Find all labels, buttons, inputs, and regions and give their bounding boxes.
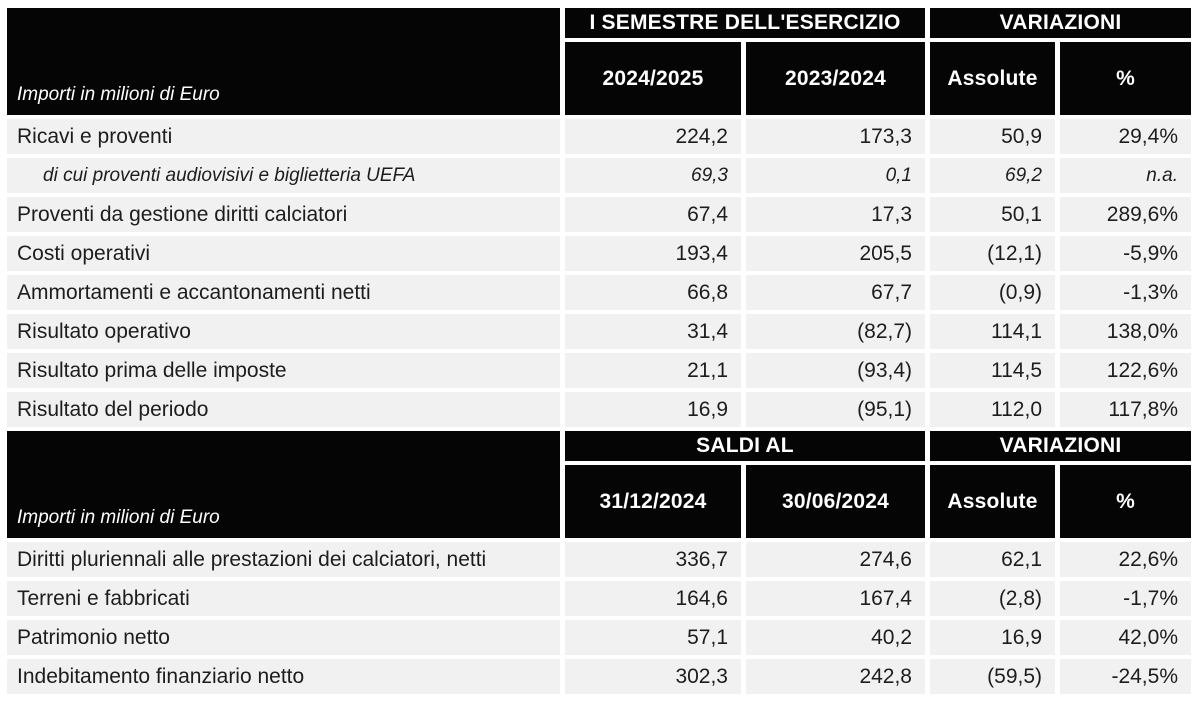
unit-label-cell-1: Importi in milioni di Euro bbox=[7, 8, 560, 115]
row-label: Risultato prima delle imposte bbox=[7, 353, 560, 388]
row-label: Risultato operativo bbox=[7, 314, 560, 349]
value-cell: 193,4 bbox=[565, 236, 741, 271]
col-header-percent-2: % bbox=[1060, 465, 1191, 538]
row-label: Proventi da gestione diritti calciatori bbox=[7, 197, 560, 232]
value-cell: 167,4 bbox=[746, 581, 925, 616]
value-cell: 274,6 bbox=[746, 542, 925, 577]
value-cell: 16,9 bbox=[565, 392, 741, 427]
value-cell: 242,8 bbox=[746, 659, 925, 694]
value-cell: (95,1) bbox=[746, 392, 925, 427]
value-cell: 69,3 bbox=[565, 158, 741, 193]
value-cell: n.a. bbox=[1060, 158, 1191, 193]
value-cell: 50,1 bbox=[930, 197, 1055, 232]
col-header-31-12-2024: 31/12/2024 bbox=[565, 465, 741, 538]
value-cell: 31,4 bbox=[565, 314, 741, 349]
col-header-2024-2025: 2024/2025 bbox=[565, 42, 741, 115]
value-cell: 67,4 bbox=[565, 197, 741, 232]
value-cell: 138,0% bbox=[1060, 314, 1191, 349]
value-cell: -1,7% bbox=[1060, 581, 1191, 616]
value-cell: -1,3% bbox=[1060, 275, 1191, 310]
value-cell: 117,8% bbox=[1060, 392, 1191, 427]
unit-label-1: Importi in milioni di Euro bbox=[17, 84, 220, 105]
value-cell: 164,6 bbox=[565, 581, 741, 616]
value-cell: 0,1 bbox=[746, 158, 925, 193]
col-header-30-06-2024: 30/06/2024 bbox=[746, 465, 925, 538]
value-cell: 66,8 bbox=[565, 275, 741, 310]
value-cell: 29,4% bbox=[1060, 119, 1191, 154]
value-cell: 122,6% bbox=[1060, 353, 1191, 388]
value-cell: -5,9% bbox=[1060, 236, 1191, 271]
value-cell: 62,1 bbox=[930, 542, 1055, 577]
value-cell: 40,2 bbox=[746, 620, 925, 655]
col-header-2023-2024: 2023/2024 bbox=[746, 42, 925, 115]
col-header-assolute-2: Assolute bbox=[930, 465, 1055, 538]
row-label: Terreni e fabbricati bbox=[7, 581, 560, 616]
value-cell: 17,3 bbox=[746, 197, 925, 232]
value-cell: 336,7 bbox=[565, 542, 741, 577]
row-label: Risultato del periodo bbox=[7, 392, 560, 427]
col-header-percent-1: % bbox=[1060, 42, 1191, 115]
financial-tables: Importi in milioni di Euro I SEMESTRE DE… bbox=[7, 8, 1191, 694]
value-cell: 302,3 bbox=[565, 659, 741, 694]
row-label: Ricavi e proventi bbox=[7, 119, 560, 154]
value-cell: (0,9) bbox=[930, 275, 1055, 310]
value-cell: (93,4) bbox=[746, 353, 925, 388]
value-cell: 114,1 bbox=[930, 314, 1055, 349]
value-cell: 42,0% bbox=[1060, 620, 1191, 655]
row-label: Ammortamenti e accantonamenti netti bbox=[7, 275, 560, 310]
value-cell: 50,9 bbox=[930, 119, 1055, 154]
value-cell: 57,1 bbox=[565, 620, 741, 655]
value-cell: 69,2 bbox=[930, 158, 1055, 193]
value-cell: 114,5 bbox=[930, 353, 1055, 388]
row-label: Indebitamento finanziario netto bbox=[7, 659, 560, 694]
value-cell: (12,1) bbox=[930, 236, 1055, 271]
value-cell: 112,0 bbox=[930, 392, 1055, 427]
group-header-variazioni-1: VARIAZIONI bbox=[930, 8, 1191, 38]
value-cell: 205,5 bbox=[746, 236, 925, 271]
value-cell: -24,5% bbox=[1060, 659, 1191, 694]
value-cell: 22,6% bbox=[1060, 542, 1191, 577]
value-cell: (59,5) bbox=[930, 659, 1055, 694]
col-header-assolute-1: Assolute bbox=[930, 42, 1055, 115]
value-cell: 21,1 bbox=[565, 353, 741, 388]
group-header-semester: I SEMESTRE DELL'ESERCIZIO bbox=[565, 8, 925, 38]
value-cell: (2,8) bbox=[930, 581, 1055, 616]
row-label: Patrimonio netto bbox=[7, 620, 560, 655]
unit-label-cell-2: Importi in milioni di Euro bbox=[7, 431, 560, 538]
value-cell: (82,7) bbox=[746, 314, 925, 349]
row-label: Costi operativi bbox=[7, 236, 560, 271]
value-cell: 289,6% bbox=[1060, 197, 1191, 232]
unit-label-2: Importi in milioni di Euro bbox=[17, 507, 220, 528]
value-cell: 173,3 bbox=[746, 119, 925, 154]
value-cell: 67,7 bbox=[746, 275, 925, 310]
row-label: Diritti pluriennali alle prestazioni dei… bbox=[7, 542, 560, 577]
group-header-saldi-al: SALDI AL bbox=[565, 431, 925, 461]
group-header-variazioni-2: VARIAZIONI bbox=[930, 431, 1191, 461]
row-label-subitem: di cui proventi audiovisivi e biglietter… bbox=[7, 158, 560, 193]
value-cell: 224,2 bbox=[565, 119, 741, 154]
value-cell: 16,9 bbox=[930, 620, 1055, 655]
